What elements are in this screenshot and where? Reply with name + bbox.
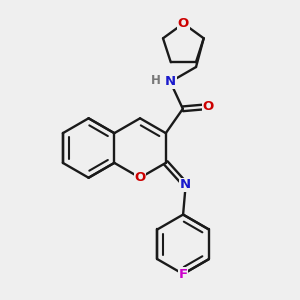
Text: O: O	[202, 100, 214, 113]
Text: O: O	[134, 171, 146, 184]
Text: H: H	[151, 74, 161, 87]
Text: O: O	[178, 17, 189, 30]
Text: N: N	[180, 178, 191, 191]
Text: F: F	[178, 268, 188, 281]
Text: N: N	[165, 75, 176, 88]
